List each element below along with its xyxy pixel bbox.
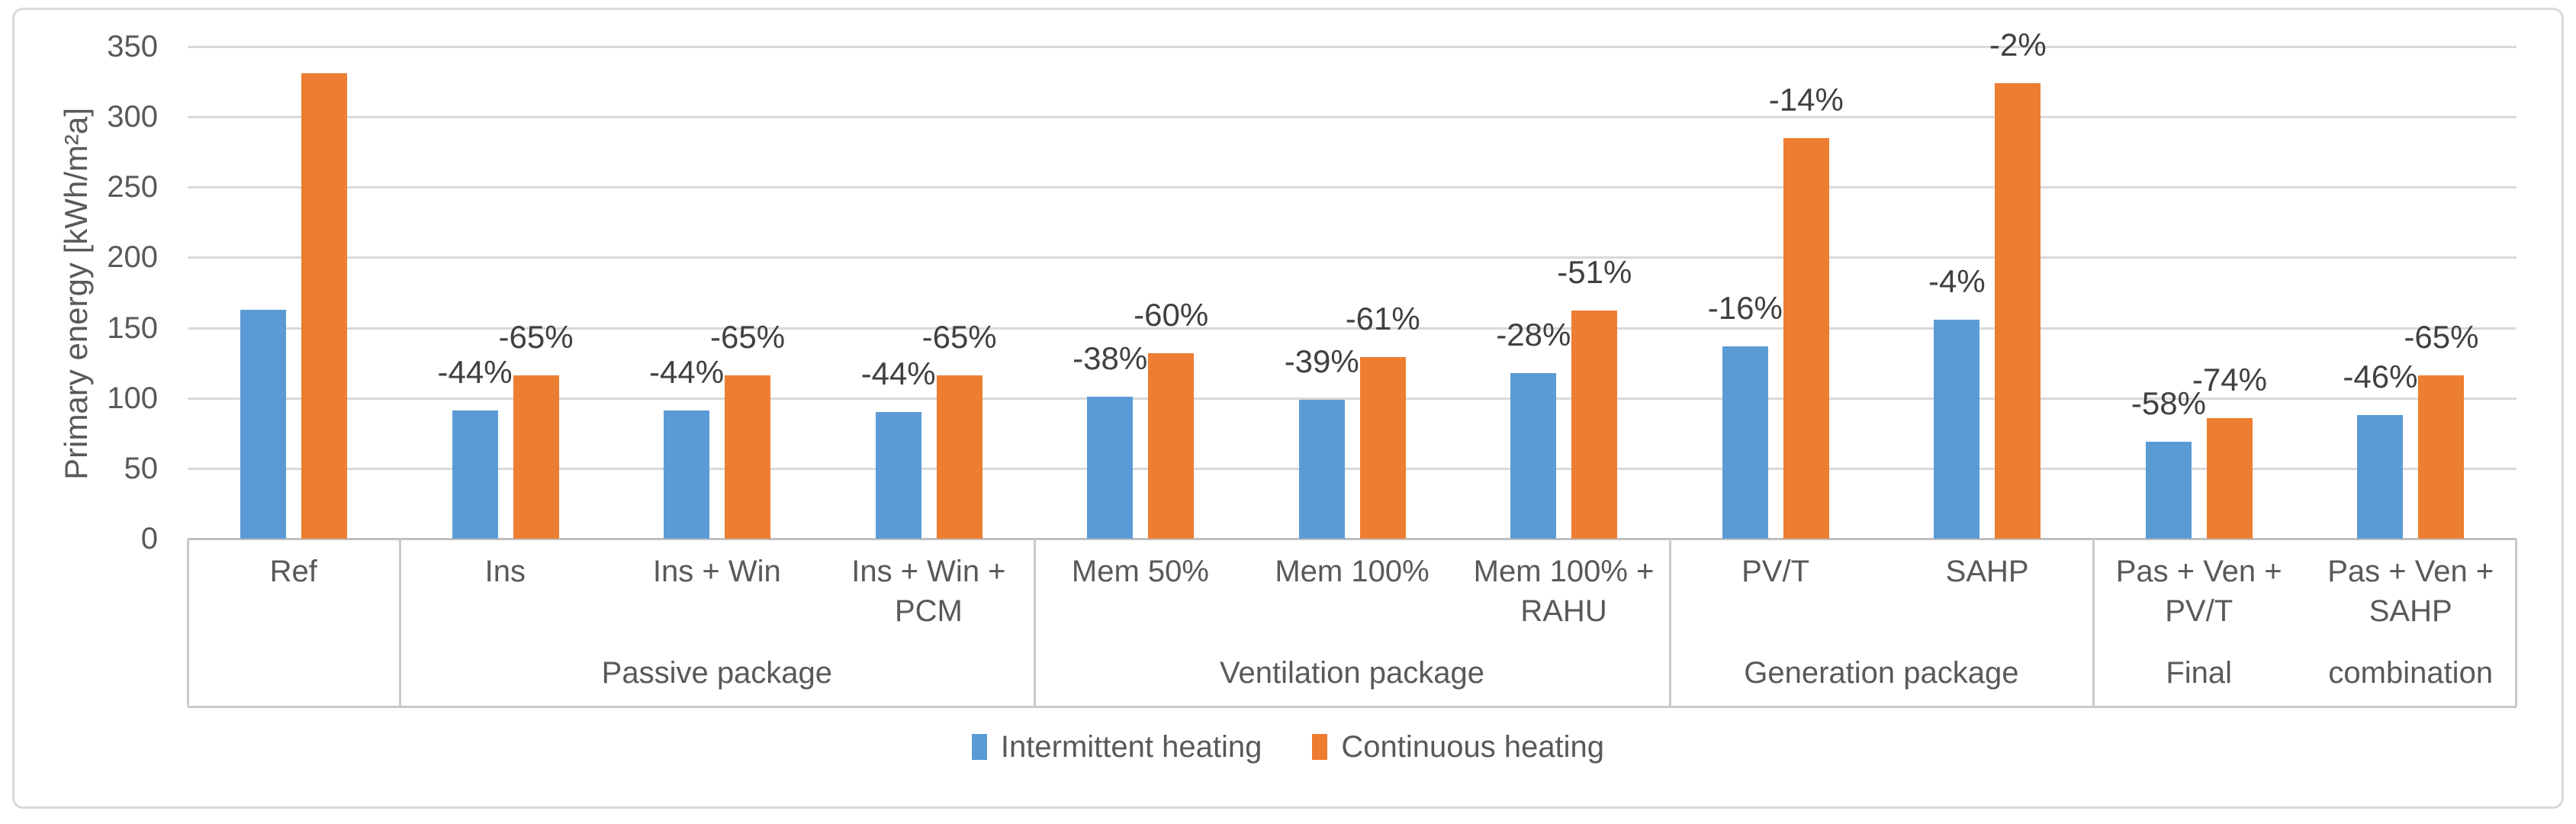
legend: Intermittent heating Continuous heating xyxy=(0,729,2576,765)
bar-intermittent-heating-ins-win xyxy=(664,410,710,539)
group-label-passive-package: Passive package xyxy=(601,656,833,690)
chart-frame xyxy=(12,8,2564,809)
gridline xyxy=(188,116,2517,119)
bar-continuous-heating-ins-win-pcm xyxy=(936,375,982,539)
data-label-intermittent-heating-sahp: -4% xyxy=(1928,262,1986,299)
group-label-final-combination-combination: combination xyxy=(2328,656,2494,690)
y-axis-tick-label: 250 xyxy=(107,170,158,204)
category-label-pas-ven-sahp: Pas + Ven + xyxy=(2327,555,2494,588)
legend-item-continuous-heating: Continuous heating xyxy=(1312,729,1604,765)
category-label-mem-100-rahu: RAHU xyxy=(1520,594,1607,628)
category-box-divider xyxy=(1034,539,1037,706)
x-axis-line xyxy=(188,538,2517,540)
legend-swatch-intermittent-heating-icon xyxy=(971,734,987,760)
group-label-final-combination-final: Final xyxy=(2166,656,2233,690)
category-label-ref: Ref xyxy=(269,555,317,588)
bar-continuous-heating-mem-50 xyxy=(1148,352,1195,539)
bar-intermittent-heating-mem-50 xyxy=(1087,396,1134,539)
group-label-generation-package: Generation package xyxy=(1744,656,2019,690)
data-label-continuous-heating-ins-win: -65% xyxy=(710,319,786,356)
bar-intermittent-heating-mem-100-rahu xyxy=(1510,372,1557,539)
data-label-intermittent-heating-ins-win: -44% xyxy=(649,354,725,391)
bar-continuous-heating-ins-win xyxy=(725,375,771,539)
gridline xyxy=(188,467,2517,470)
data-label-continuous-heating-ins-win-pcm: -65% xyxy=(921,319,997,356)
bar-continuous-heating-ins xyxy=(513,375,559,539)
category-label-mem-100-rahu: Mem 100% + xyxy=(1473,555,1655,588)
category-label-pas-ven-sahp: SAHP xyxy=(2369,594,2452,628)
data-label-intermittent-heating-mem-50: -38% xyxy=(1073,340,1148,376)
category-box-divider xyxy=(2515,539,2517,706)
bar-intermittent-heating-sahp xyxy=(1934,319,1980,539)
legend-label-intermittent-heating: Intermittent heating xyxy=(1000,730,1262,764)
bar-intermittent-heating-ref xyxy=(240,309,286,539)
data-label-intermittent-heating-ins: -44% xyxy=(437,354,513,391)
y-axis-tick-label: 100 xyxy=(107,381,158,415)
data-label-intermittent-heating-pas-ven-sahp: -46% xyxy=(2343,358,2418,394)
category-label-mem-100: Mem 100% xyxy=(1275,555,1430,588)
bar-continuous-heating-pas-ven-pv-t xyxy=(2206,417,2253,539)
category-label-mem-50: Mem 50% xyxy=(1071,555,1209,588)
data-label-continuous-heating-ins: -65% xyxy=(498,319,574,356)
data-label-intermittent-heating-mem-100: -39% xyxy=(1284,343,1359,379)
category-box-divider xyxy=(187,539,189,706)
bar-continuous-heating-mem-100-rahu xyxy=(1571,311,1618,539)
gridline xyxy=(188,256,2517,259)
data-label-intermittent-heating-pas-ven-pv-t: -58% xyxy=(2131,385,2206,421)
legend-label-continuous-heating: Continuous heating xyxy=(1341,730,1605,764)
data-label-continuous-heating-sahp: -2% xyxy=(1989,26,2047,63)
category-label-ins: Ins xyxy=(484,555,526,588)
category-label-ins-win-pcm: PCM xyxy=(894,594,963,628)
category-box-divider xyxy=(1668,539,1671,706)
gridline xyxy=(188,186,2517,189)
y-axis-tick-label: 350 xyxy=(107,30,158,63)
gridline xyxy=(188,397,2517,400)
y-axis-tick-label: 50 xyxy=(124,451,159,485)
bar-continuous-heating-pas-ven-sahp xyxy=(2418,375,2465,539)
data-label-continuous-heating-pv-t: -14% xyxy=(1768,81,1844,117)
category-label-sahp: SAHP xyxy=(1945,555,2029,588)
legend-swatch-continuous-heating-icon xyxy=(1312,734,1328,760)
bar-continuous-heating-mem-100 xyxy=(1359,357,1406,539)
bar-intermittent-heating-pas-ven-pv-t xyxy=(2145,441,2192,539)
category-label-pas-ven-pv-t: Pas + Ven + xyxy=(2115,555,2282,588)
category-label-pv-t: PV/T xyxy=(1741,555,1810,588)
bar-continuous-heating-pv-t xyxy=(1783,137,1829,539)
category-box-divider xyxy=(2092,539,2095,706)
data-label-continuous-heating-mem-100: -61% xyxy=(1345,301,1420,337)
bar-intermittent-heating-ins xyxy=(452,410,498,539)
y-axis-tick-label: 300 xyxy=(107,100,158,134)
data-label-continuous-heating-pas-ven-sahp: -65% xyxy=(2404,319,2479,356)
category-box-bottom-line xyxy=(188,706,2517,708)
y-axis-tick-label: 200 xyxy=(107,240,158,275)
group-label-ventilation-package: Ventilation package xyxy=(1220,656,1484,690)
data-label-intermittent-heating-ins-win-pcm: -44% xyxy=(860,356,936,392)
bar-intermittent-heating-pas-ven-sahp xyxy=(2357,414,2404,539)
data-label-continuous-heating-mem-100-rahu: -51% xyxy=(1557,254,1632,291)
gridline xyxy=(188,46,2517,48)
data-label-continuous-heating-pas-ven-pv-t: -74% xyxy=(2192,361,2267,398)
bar-intermittent-heating-pv-t xyxy=(1722,346,1768,539)
bar-intermittent-heating-ins-win-pcm xyxy=(875,412,921,539)
gridline xyxy=(188,327,2517,330)
legend-item-intermittent-heating: Intermittent heating xyxy=(971,729,1262,765)
y-axis-tick-label: 150 xyxy=(107,311,158,345)
category-box-divider xyxy=(398,539,401,706)
category-label-pas-ven-pv-t: PV/T xyxy=(2165,594,2233,628)
bar-intermittent-heating-mem-100 xyxy=(1298,399,1345,539)
data-label-continuous-heating-mem-50: -60% xyxy=(1134,296,1209,333)
data-label-intermittent-heating-mem-100-rahu: -28% xyxy=(1496,316,1571,352)
y-axis-tick-label: 0 xyxy=(140,522,158,555)
category-label-ins-win-pcm: Ins + Win + xyxy=(851,555,1006,588)
data-label-intermittent-heating-pv-t: -16% xyxy=(1707,289,1783,326)
category-label-ins-win: Ins + Win xyxy=(652,555,781,588)
bar-continuous-heating-ref xyxy=(301,73,347,539)
bar-continuous-heating-sahp xyxy=(1995,82,2041,539)
